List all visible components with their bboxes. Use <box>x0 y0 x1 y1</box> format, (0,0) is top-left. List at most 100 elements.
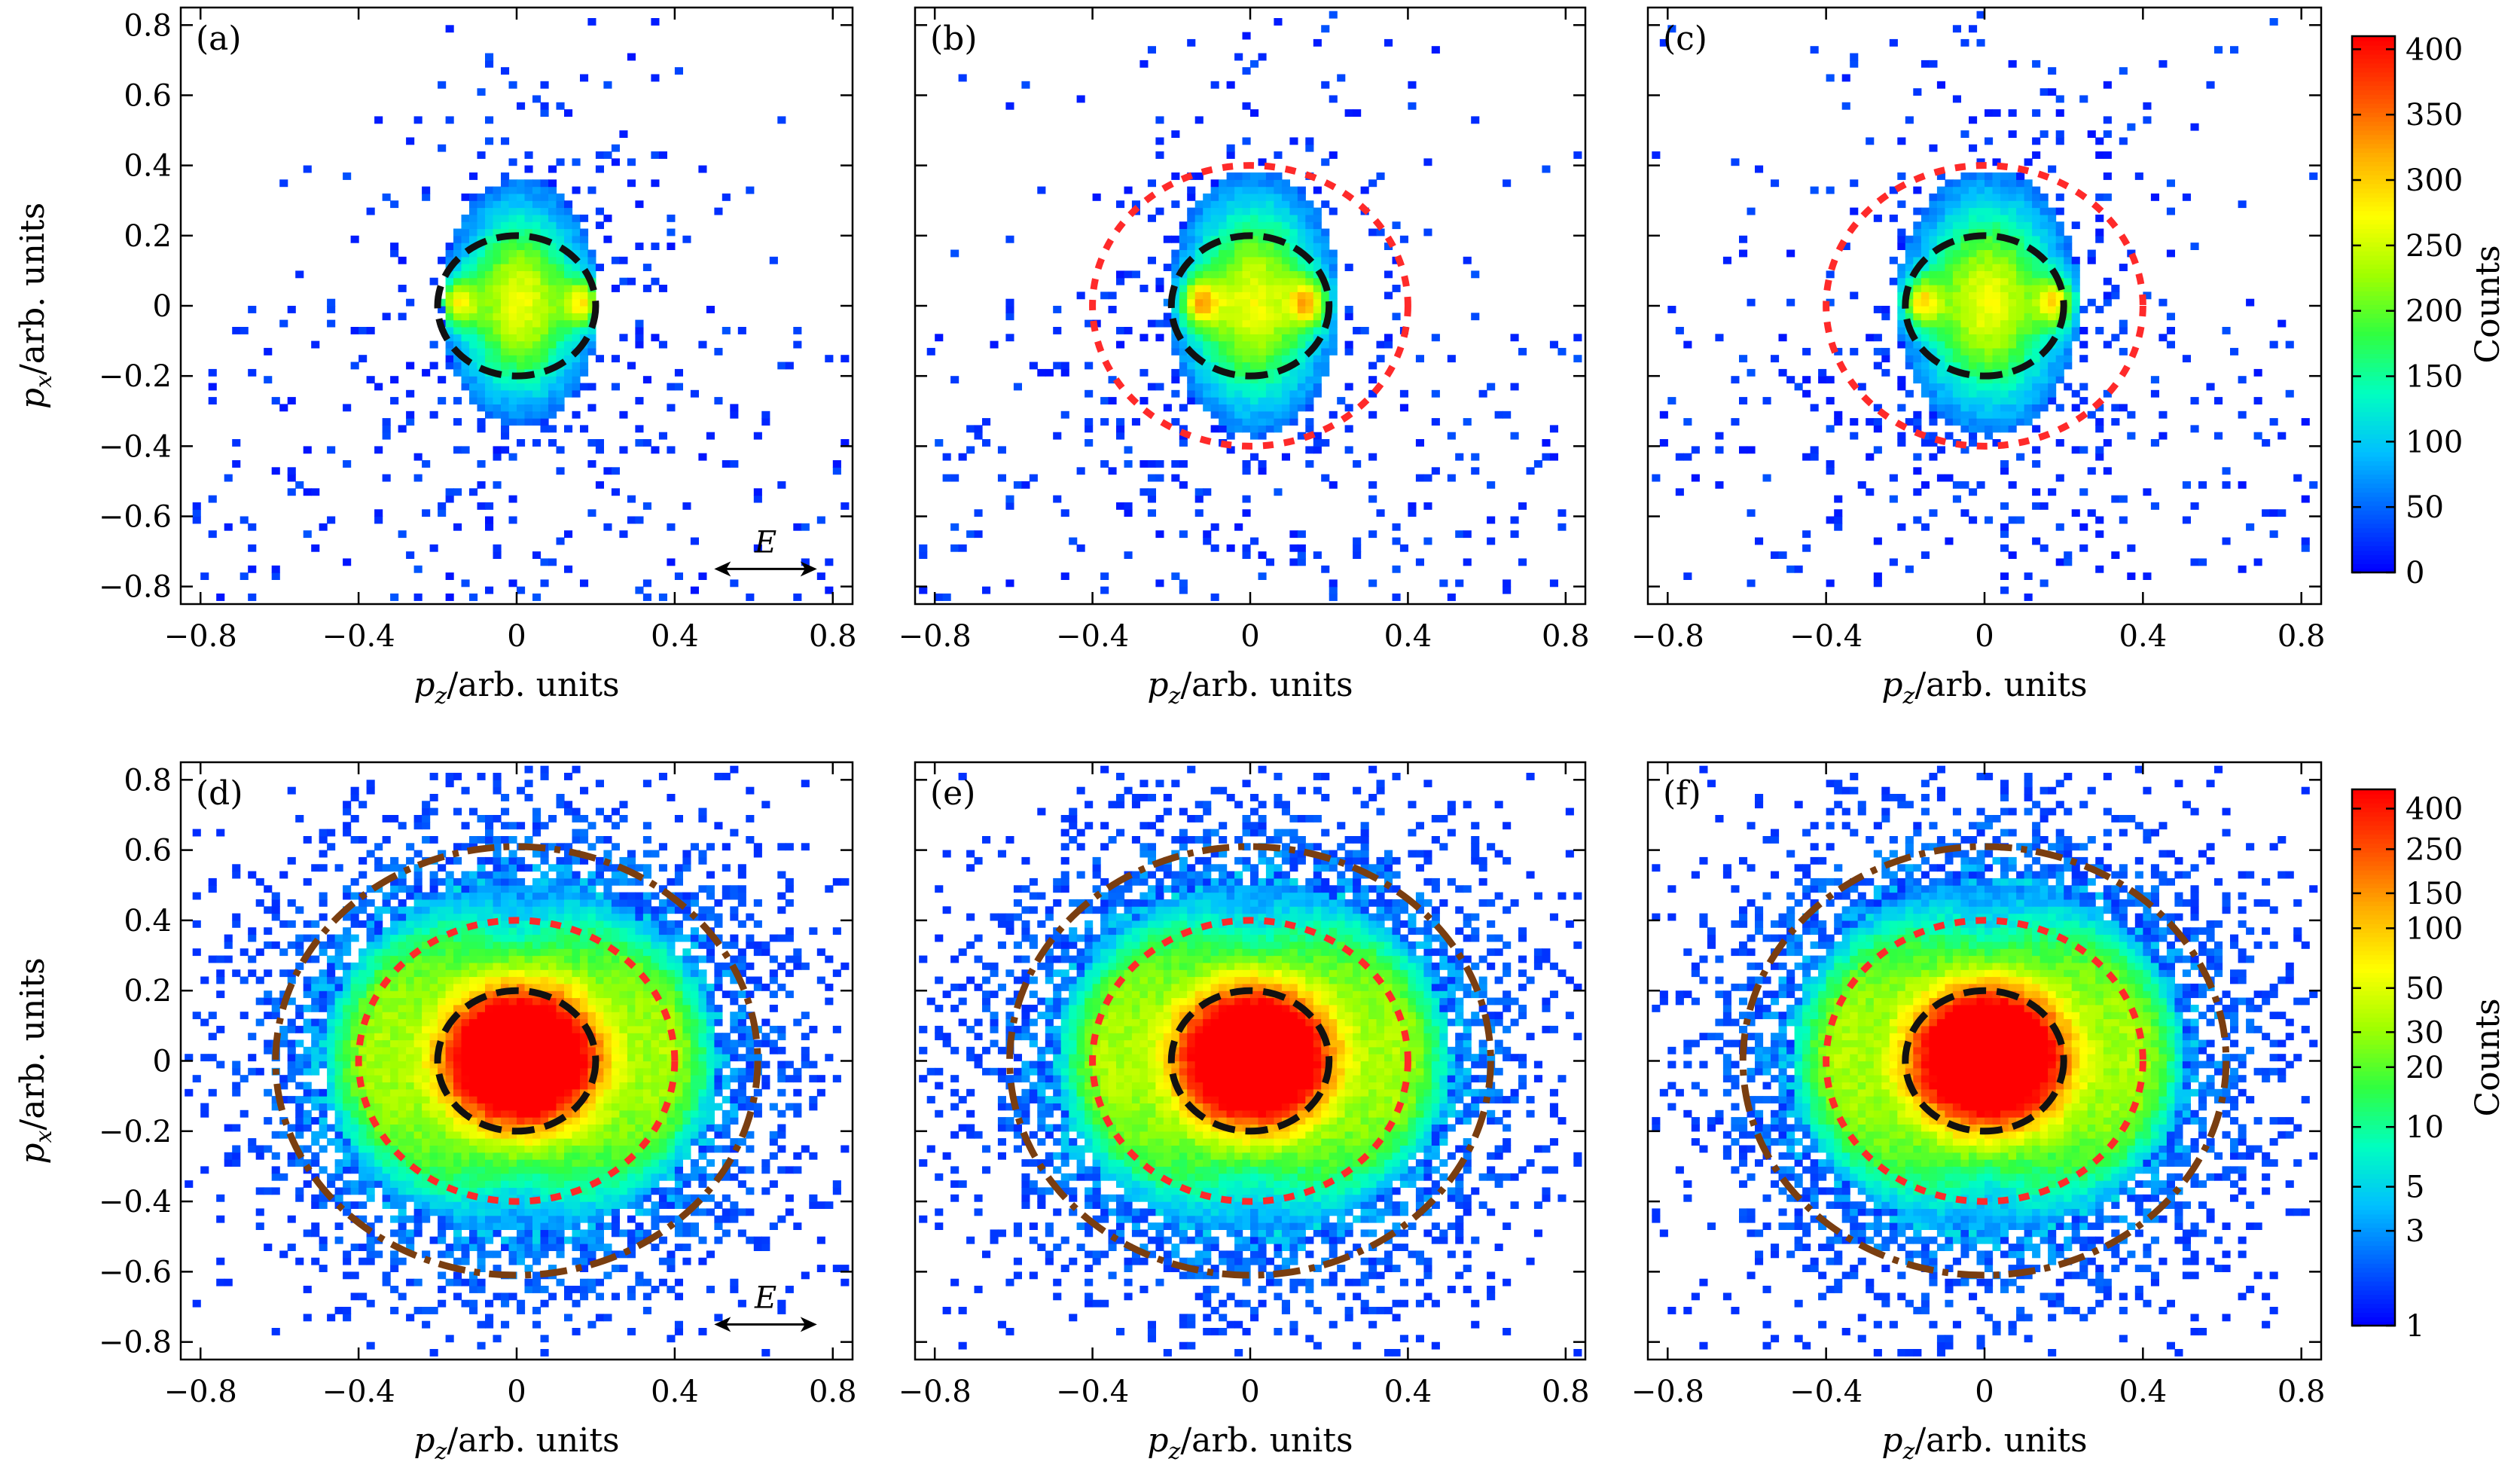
heatmap-bin <box>2238 565 2247 573</box>
heatmap-bin <box>517 1173 526 1181</box>
heatmap-bin <box>556 285 565 292</box>
heatmap-bin <box>485 60 494 68</box>
heatmap-bin <box>2024 404 2033 412</box>
heatmap-bin <box>453 1131 462 1139</box>
heatmap-bin <box>517 877 526 886</box>
heatmap-bin <box>1992 347 2001 356</box>
heatmap-bin <box>667 523 676 531</box>
heatmap-bin <box>950 544 959 552</box>
heatmap-bin <box>1929 249 1938 258</box>
heatmap-bin <box>1976 270 1985 279</box>
heatmap-bin <box>1985 109 1994 117</box>
heatmap-bin <box>445 116 454 124</box>
heatmap-bin <box>1850 432 1859 440</box>
heatmap-bin <box>1960 270 1969 279</box>
heatmap-bin <box>524 864 533 872</box>
heatmap-bin <box>390 948 399 957</box>
heatmap-bin <box>1929 340 1938 349</box>
heatmap-bin <box>1289 355 1298 363</box>
heatmap-bin <box>524 1222 533 1230</box>
heatmap-bin <box>611 467 620 475</box>
heatmap-bin <box>1203 319 1212 328</box>
heatmap-bin <box>398 1173 407 1181</box>
heatmap-bin <box>1289 298 1298 307</box>
heatmap-bin <box>264 997 273 1006</box>
heatmap-bin <box>358 1061 368 1069</box>
heatmap-bin <box>461 1201 470 1209</box>
heatmap-bin <box>517 1088 526 1097</box>
heatmap-bin <box>1715 481 1724 489</box>
heatmap-bin <box>2024 200 2033 209</box>
heatmap-bin <box>2048 214 2057 222</box>
heatmap-bin <box>469 313 478 321</box>
heatmap-bin <box>445 306 454 313</box>
heatmap-bin <box>461 948 470 957</box>
heatmap-bin <box>493 1138 502 1146</box>
heatmap-bin <box>564 565 573 573</box>
heatmap-bin <box>540 319 549 328</box>
heatmap-bin <box>1210 594 1219 601</box>
black-dashed-contour <box>1167 232 1333 380</box>
heatmap-bin <box>469 941 478 949</box>
heatmap-bin <box>445 1250 454 1259</box>
heatmap-bin <box>445 892 454 900</box>
heatmap-bin <box>374 990 383 999</box>
heatmap-bin <box>422 368 431 377</box>
heatmap-bin <box>485 1012 494 1020</box>
heatmap-bin <box>1297 376 1306 384</box>
heatmap-bin <box>366 1341 375 1350</box>
heatmap-bin <box>1179 347 1188 356</box>
heatmap-bin <box>2032 60 2041 68</box>
heatmap-bin <box>413 1054 423 1062</box>
heatmap-bin <box>1945 313 1954 321</box>
heatmap-bin <box>1179 228 1188 237</box>
heatmap-bin <box>517 1103 526 1111</box>
heatmap-bin <box>658 432 667 440</box>
heatmap-bin <box>445 1046 454 1054</box>
heatmap-bin <box>1163 404 1172 412</box>
heatmap-bin <box>501 1180 510 1188</box>
heatmap-bin <box>366 1109 375 1118</box>
heatmap-bin <box>1455 530 1464 539</box>
heatmap-bin <box>469 1271 478 1280</box>
heatmap-bin <box>1992 397 2001 404</box>
heatmap-bin <box>1226 214 1235 222</box>
heatmap-bin <box>1415 439 1424 447</box>
heatmap-bin <box>1905 256 1914 264</box>
heatmap-bin <box>438 1067 447 1076</box>
heatmap-bin <box>469 221 478 230</box>
heatmap-bin <box>350 1012 359 1020</box>
heatmap-bin <box>366 207 375 215</box>
heatmap-bin <box>469 228 478 237</box>
heatmap-bin <box>658 285 667 292</box>
heatmap-bin <box>1969 306 1978 313</box>
heatmap-bin <box>477 1257 486 1265</box>
heatmap-bin <box>1250 397 1259 404</box>
heatmap-bin <box>2301 537 2310 545</box>
heatmap-bin <box>1124 509 1133 517</box>
heatmap-bin <box>540 1194 549 1202</box>
heatmap-bin <box>532 313 542 321</box>
heatmap-bin <box>524 1278 533 1286</box>
heatmap-bin <box>2269 418 2278 426</box>
heatmap-bin <box>390 976 399 984</box>
heatmap-bin <box>453 1278 462 1286</box>
heatmap-bin <box>287 397 296 404</box>
heatmap-bin <box>350 362 359 370</box>
heatmap-bin <box>422 1117 431 1125</box>
heatmap-bin <box>413 1201 423 1209</box>
heatmap-bin <box>572 291 581 300</box>
heatmap-bin <box>841 355 850 363</box>
heatmap-bin <box>390 1152 399 1160</box>
heatmap-bin <box>453 235 462 243</box>
heatmap-bin <box>2206 81 2215 89</box>
heatmap-bin <box>1921 264 1930 271</box>
heatmap-bin <box>1297 313 1306 321</box>
heatmap-bin <box>1905 298 1914 307</box>
heatmap-bin <box>343 1271 352 1280</box>
heatmap-bin <box>469 200 478 209</box>
heatmap-bin <box>1226 193 1235 201</box>
heatmap-bin <box>271 1173 280 1181</box>
heatmap-bin <box>524 983 533 991</box>
heatmap-bin <box>343 1025 352 1033</box>
